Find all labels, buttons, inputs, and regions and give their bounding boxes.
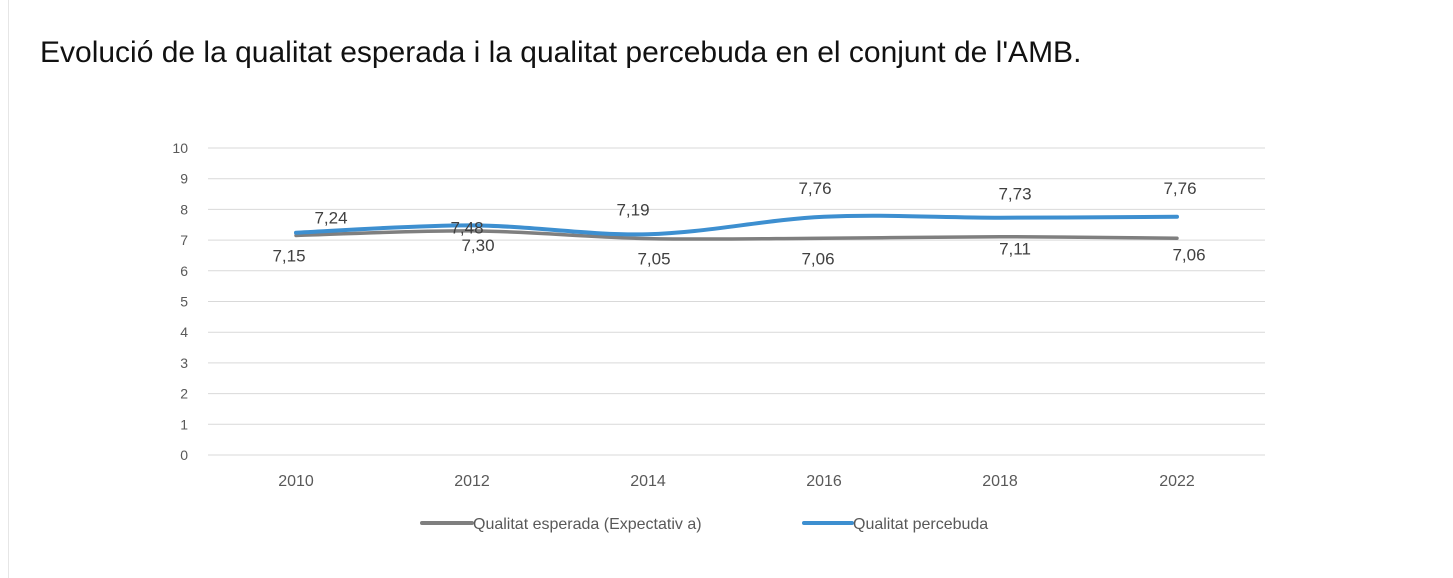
- y-tick-label: 7: [180, 232, 188, 248]
- data-label-esperada: 7,06: [801, 249, 834, 268]
- data-label-percebuda: 7,73: [998, 185, 1031, 204]
- x-tick-label: 2014: [630, 473, 666, 490]
- data-label-percebuda: 7,76: [798, 179, 831, 198]
- series-line-qualitat-esperada: [294, 229, 1179, 241]
- data-labels: 7,15 7,30 7,05 7,06 7,11 7,06 7,24 7,48 7,19 7,76…: [272, 179, 1205, 269]
- y-tick-label: 2: [180, 386, 188, 402]
- y-axis-ticks: 0 1 2 3 4 5 6 7 8 9 10: [172, 140, 188, 463]
- data-label-esperada: 7,11: [999, 240, 1031, 259]
- y-tick-label: 6: [180, 263, 188, 279]
- data-label-percebuda: 7,48: [450, 218, 483, 237]
- y-tick-label: 8: [180, 201, 188, 217]
- data-label-esperada: 7,30: [461, 236, 494, 255]
- page-left-border: [8, 0, 9, 578]
- y-tick-label: 3: [180, 355, 188, 371]
- x-tick-label: 2018: [982, 473, 1018, 490]
- chart-legend: Qualitat esperada (Expectativ a) Qualitat…: [420, 516, 988, 533]
- x-tick-label: 2022: [1159, 473, 1195, 490]
- y-tick-label: 10: [172, 140, 188, 156]
- y-tick-label: 0: [180, 447, 188, 463]
- x-tick-label: 2012: [454, 473, 490, 490]
- y-tick-label: 5: [180, 294, 188, 310]
- data-label-percebuda: 7,24: [314, 209, 347, 228]
- page-title: Evolució de la qualitat esperada i la qu…: [40, 36, 1082, 69]
- data-label-esperada: 7,15: [272, 246, 305, 265]
- y-tick-label: 9: [180, 171, 188, 187]
- data-label-percebuda: 7,76: [1163, 179, 1196, 198]
- chart-series: [294, 213, 1179, 241]
- legend-label: Qualitat esperada (Expectativ a): [473, 516, 702, 533]
- chart-grid: [208, 147, 1265, 456]
- legend-label: Qualitat percebuda: [853, 516, 988, 533]
- series-line-qualitat-percebuda: [294, 213, 1179, 237]
- y-tick-label: 4: [180, 324, 188, 340]
- x-tick-label: 2016: [806, 473, 842, 490]
- x-axis-ticks: 2010 2012 2014 2016 2018 2022: [278, 473, 1195, 490]
- y-tick-label: 1: [180, 416, 188, 432]
- x-tick-label: 2010: [278, 473, 314, 490]
- data-label-percebuda: 7,19: [616, 200, 649, 219]
- data-label-esperada: 7,05: [637, 250, 670, 269]
- data-label-esperada: 7,06: [1172, 245, 1205, 264]
